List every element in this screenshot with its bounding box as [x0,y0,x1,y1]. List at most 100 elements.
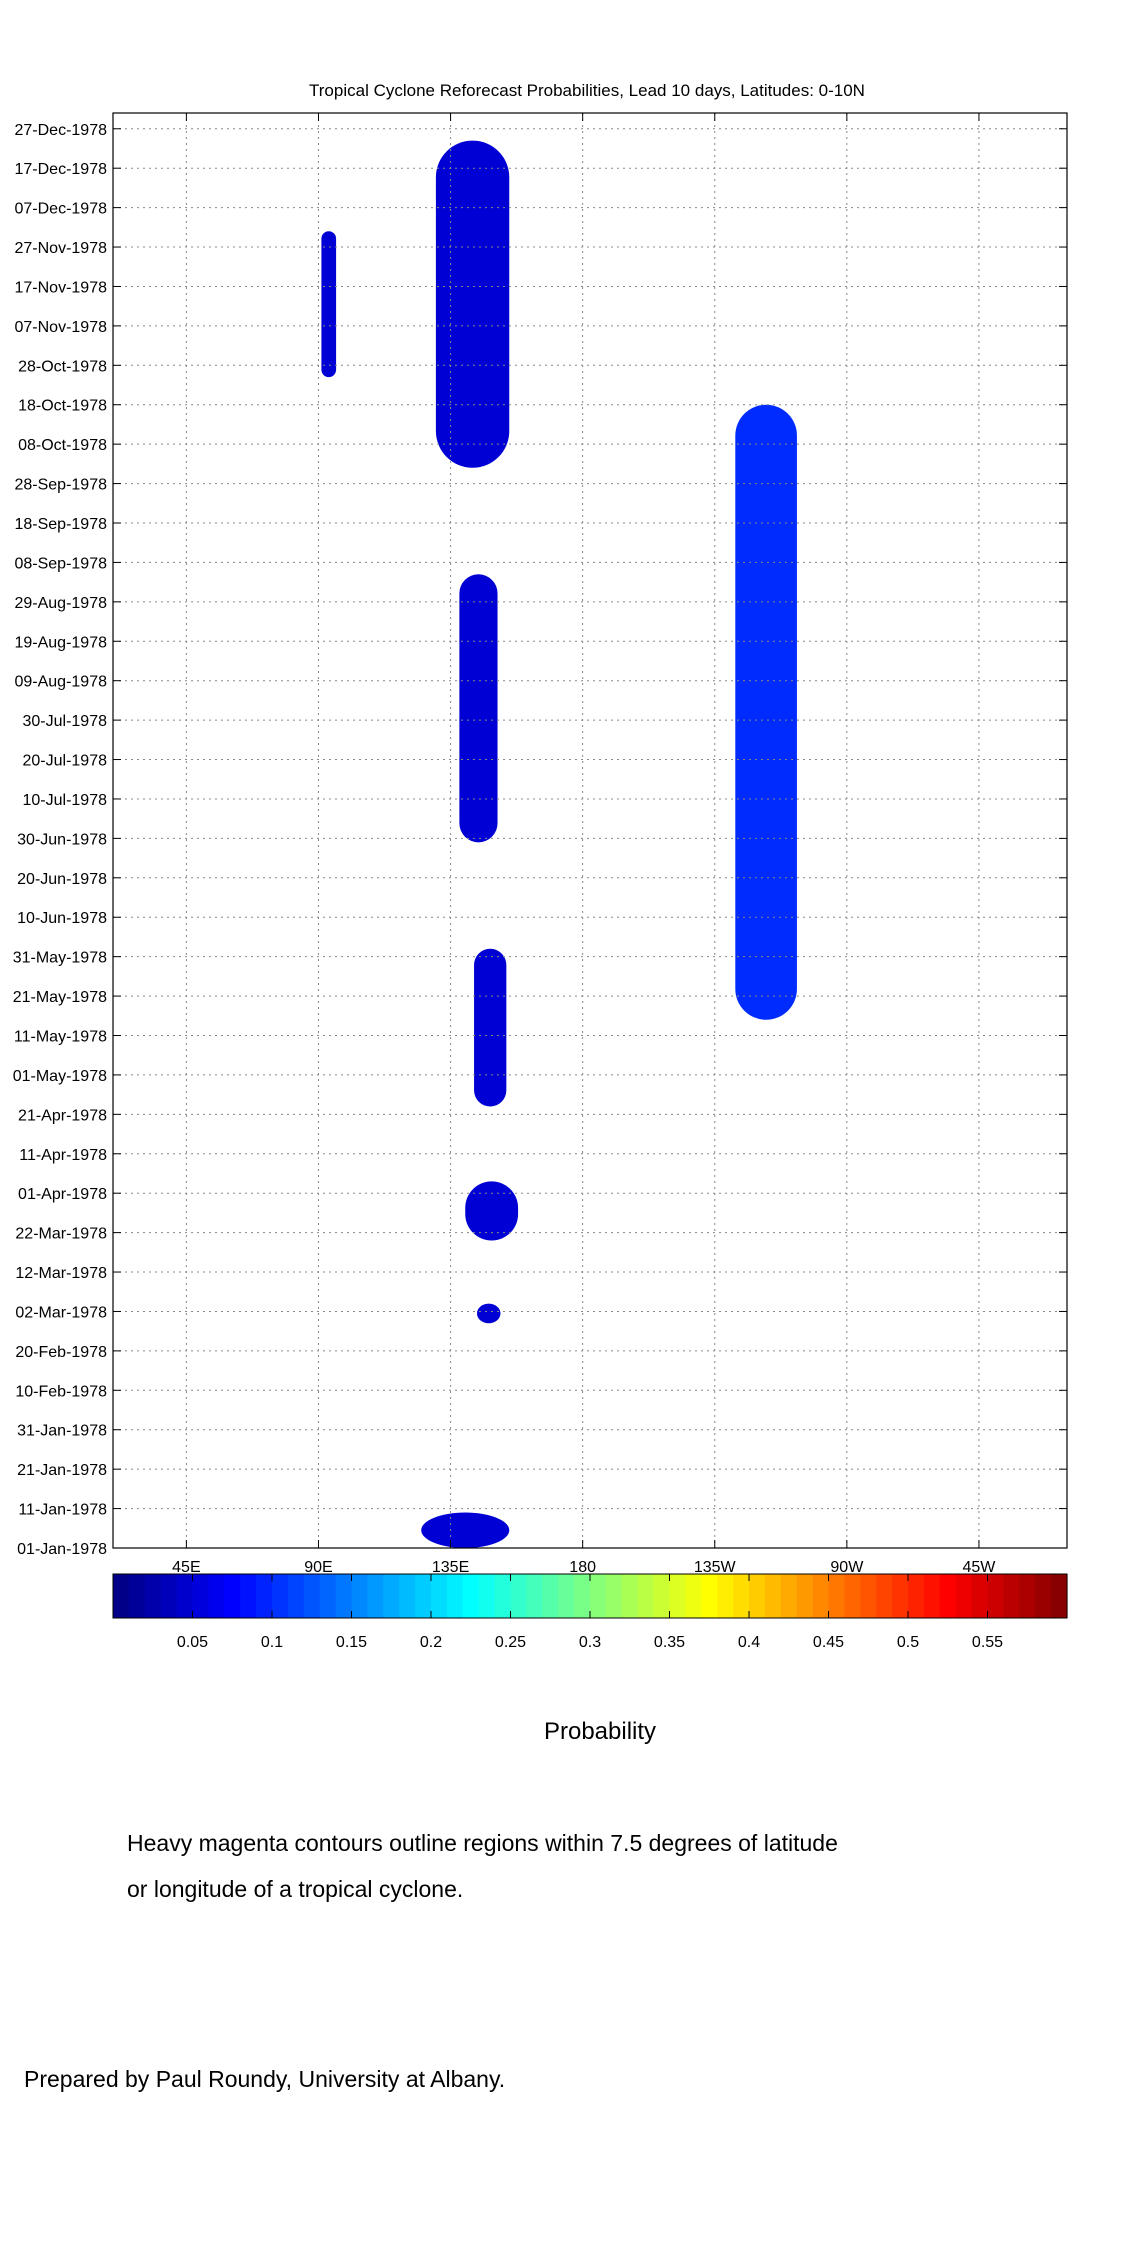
colorbar-segment [590,1574,607,1618]
y-tick-label: 11-Apr-1978 [19,1147,107,1164]
colorbar-segment [526,1574,543,1618]
colorbar-segment [828,1574,845,1618]
colorbar-segment [144,1574,162,1618]
y-tick-label: 10-Jul-1978 [23,792,108,809]
colorbar-segment [764,1574,782,1618]
colorbar-segment [1051,1574,1068,1618]
colorbar-segment [558,1574,575,1618]
x-tick-label: 90W [830,1559,864,1576]
x-tick-label: 135W [694,1559,737,1576]
colorbar-segment [383,1574,400,1618]
colorbar-segment [1019,1574,1036,1618]
colorbar-segment [971,1574,989,1618]
y-tick-label: 21-Jan-1978 [17,1462,107,1479]
colorbar-segment [780,1574,798,1618]
x-tick-label: 135E [432,1559,469,1576]
caption: Heavy magenta contours outline regions w… [127,1820,1027,1912]
colorbar-segment [240,1574,257,1618]
y-tick-label: 12-Mar-1978 [15,1265,107,1282]
colorbar-segment [717,1574,734,1618]
colorbar-segment [272,1574,289,1618]
y-tick-label: 28-Sep-1978 [14,477,107,494]
y-tick-label: 18-Oct-1978 [18,398,107,415]
colorbar-segment [621,1574,639,1618]
x-tick-label: 45W [962,1559,996,1576]
credit-line: Prepared by Paul Roundy, University at A… [24,2066,506,2092]
chart-title: Tropical Cyclone Reforecast Probabilitie… [309,81,865,100]
probability-region [476,1303,501,1324]
colorbar-segment [605,1574,623,1618]
colorbar-tick-label: 0.45 [813,1634,844,1651]
colorbar-segment [415,1574,432,1618]
colorbar-segment [303,1574,321,1618]
caption-line-2: or longitude of a tropical cyclone. [127,1876,464,1902]
colorbar-segment [939,1574,957,1618]
colorbar-segment [160,1574,178,1618]
colorbar-segment [510,1574,527,1618]
y-tick-label: 29-Aug-1978 [14,595,107,612]
colorbar-segment [287,1574,305,1618]
y-tick-label: 21-May-1978 [13,989,107,1006]
y-tick-label: 01-May-1978 [13,1068,107,1085]
colorbar-segment [462,1574,480,1618]
y-tick-label: 31-Jan-1978 [17,1423,107,1440]
colorbar-tick-label: 0.4 [738,1634,760,1651]
colorbar-segment [113,1574,130,1618]
probability-region [421,1512,510,1548]
x-tick-label: 45E [172,1559,200,1576]
y-tick-label: 02-Mar-1978 [15,1304,107,1321]
y-tick-label: 20-Jun-1978 [17,871,107,888]
colorbar-tick-label: 0.25 [495,1634,526,1651]
y-tick-label: 17-Dec-1978 [15,161,108,178]
colorbar-tick-label: 0.3 [579,1634,601,1651]
caption-line-1: Heavy magenta contours outline regions w… [127,1830,838,1856]
colorbar-segment [399,1574,416,1618]
colorbar-segment [431,1574,448,1618]
y-tick-label: 20-Jul-1978 [23,753,108,770]
y-tick-label: 28-Oct-1978 [18,358,107,375]
y-tick-label: 27-Dec-1978 [15,122,108,139]
colorbar-segment [685,1574,702,1618]
y-tick-label: 11-Jan-1978 [18,1502,107,1519]
plot-area: 45E 90E 135E 180 135W 90W 45W 01-Jan-1978 11-Jan… [13,112,1068,1576]
probability-region [435,140,510,468]
colorbar-segment [908,1574,925,1618]
colorbar-segment [256,1574,273,1618]
probability-region [459,574,498,843]
y-tick-label: 10-Feb-1978 [15,1383,107,1400]
colorbar-tick-label: 0.35 [654,1634,685,1651]
y-tick-label: 10-Jun-1978 [17,910,107,927]
colorbar-segment [574,1574,591,1618]
y-tick-label: 09-Aug-1978 [14,674,107,691]
x-tick-label: 90E [304,1559,332,1576]
colorbar-segment [987,1574,1004,1618]
colorbar-segment [542,1574,559,1618]
y-tick-label: 22-Mar-1978 [15,1226,107,1243]
colorbar-segment [208,1574,225,1618]
y-tick-label: 18-Sep-1978 [14,516,107,533]
colorbar-tick-label: 0.2 [420,1634,442,1651]
x-tick-label: 180 [569,1559,596,1576]
colorbar-segment [319,1574,337,1618]
y-tick-label: 07-Nov-1978 [15,319,108,336]
colorbar-segment [749,1574,766,1618]
y-tick-label: 11-May-1978 [14,1029,107,1046]
colorbar-segment [860,1574,877,1618]
colorbar-segment [176,1574,194,1618]
y-tick-label: 19-Aug-1978 [14,634,107,651]
colorbar-segment [892,1574,909,1618]
y-tick-label: 21-Apr-1978 [18,1107,107,1124]
axes-frame [112,112,1068,1549]
colorbar-segment [669,1574,686,1618]
colorbar-segment [128,1574,146,1618]
colorbar-segment [478,1574,496,1618]
colorbar-segment [351,1574,368,1618]
colorbar-segment [923,1574,941,1618]
probability-region [735,404,797,1020]
colorbar-label: Probability [543,1718,657,1745]
colorbar-segment [446,1574,464,1618]
probability-region [474,948,507,1107]
y-tick-label: 27-Nov-1978 [15,240,108,257]
y-tick-label: 17-Nov-1978 [15,279,108,296]
